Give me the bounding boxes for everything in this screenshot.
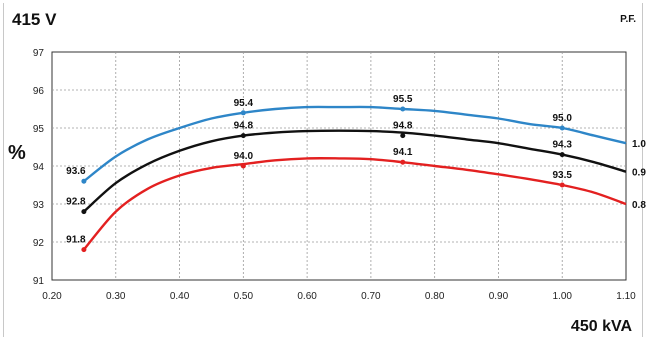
y-tick-label: 93	[33, 200, 45, 211]
y-tick-label: 96	[33, 86, 45, 97]
data-point	[81, 178, 87, 184]
data-label: 95.5	[393, 94, 413, 105]
y-axis-label: %	[8, 142, 26, 164]
y-tick-label: 91	[33, 276, 45, 287]
data-point	[81, 247, 87, 253]
x-tick-label: 0.80	[425, 291, 445, 302]
pf-label: P.F.	[620, 14, 636, 25]
x-tick-label: 0.70	[361, 291, 381, 302]
data-point	[240, 133, 246, 139]
x-tick-label: 1.00	[552, 291, 572, 302]
series-pf-label: 1.0	[632, 139, 646, 150]
data-point	[559, 152, 565, 158]
series-line-0-9	[83, 129, 627, 213]
y-tick-label: 94	[33, 162, 45, 173]
data-point	[400, 133, 406, 139]
data-point	[240, 110, 246, 116]
data-label: 91.8	[66, 235, 86, 246]
x-tick-label: 0.60	[297, 291, 317, 302]
data-label: 94.8	[393, 121, 413, 132]
series-pf-label: 0.8	[632, 200, 646, 211]
data-point	[240, 163, 246, 169]
x-tick-label: 0.20	[42, 291, 62, 302]
y-tick-label: 92	[33, 238, 45, 249]
data-label: 92.8	[66, 197, 86, 208]
y-tick-label: 97	[33, 48, 45, 59]
data-point	[81, 209, 87, 215]
rating-label: 450 kVA	[570, 318, 632, 335]
series-pf-label: 0.9	[632, 168, 646, 179]
plot-border	[51, 51, 627, 281]
data-label: 94.0	[234, 151, 254, 162]
data-label: 95.4	[234, 98, 254, 109]
data-label: 93.5	[552, 170, 572, 181]
data-point	[400, 159, 406, 165]
x-tick-label: 0.30	[106, 291, 126, 302]
x-tick-label: 1.10	[616, 291, 636, 302]
chart-frame	[3, 3, 643, 337]
voltage-label: 415 V	[12, 10, 57, 29]
data-label: 94.1	[393, 147, 413, 158]
data-point	[400, 106, 406, 112]
data-label: 94.8	[234, 121, 254, 132]
x-tick-label: 0.40	[170, 291, 190, 302]
series-line-0-8	[82, 157, 627, 251]
data-label: 94.3	[552, 140, 572, 151]
data-label: 93.6	[66, 166, 86, 177]
data-point	[559, 125, 565, 131]
data-label: 95.0	[552, 113, 572, 124]
x-tick-label: 0.90	[489, 291, 509, 302]
y-tick-label: 95	[33, 124, 45, 135]
x-tick-label: 0.50	[234, 291, 254, 302]
data-point	[559, 182, 565, 188]
series-line-1-0	[83, 105, 627, 183]
